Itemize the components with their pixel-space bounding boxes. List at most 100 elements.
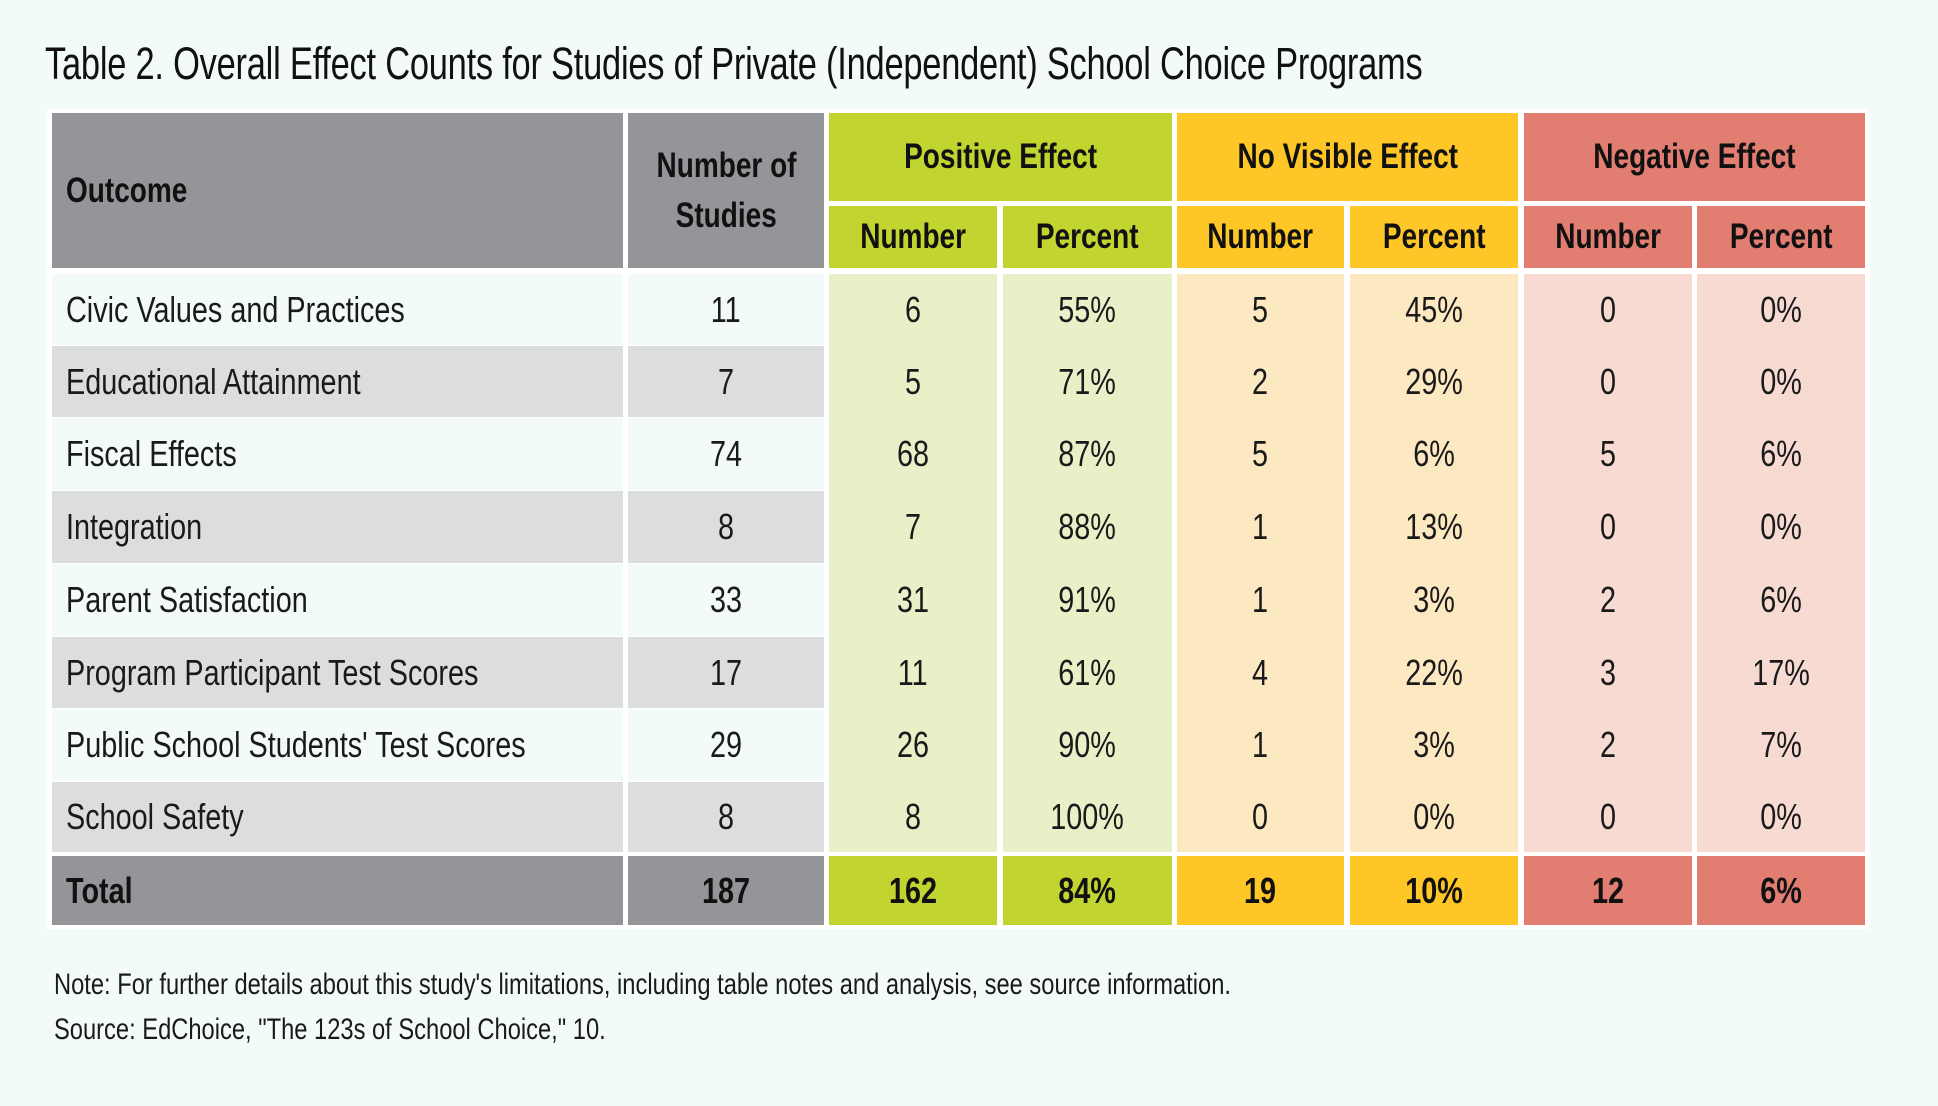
total-pos-n-text: 162 [888, 869, 938, 911]
row-5-studies-text: 33 [709, 579, 743, 620]
row-2-neg-p-text: 0% [1760, 360, 1802, 402]
row-7-pos-n: 26 [829, 708, 997, 782]
row-8-studies: 8 [628, 782, 824, 852]
header-positive-effect-number-text: Number [860, 217, 966, 256]
header-number-of-studies: Number of Studies [628, 113, 824, 268]
header-no-visible-effect-percent-text: Percent [1382, 217, 1486, 256]
row-4-outcome: Integration [52, 491, 623, 563]
row-5-neg-n-text: 2 [1599, 579, 1617, 620]
total-none-p-text: 10% [1405, 869, 1463, 911]
row-6-outcome-text: Program Participant Test Scores [66, 651, 479, 693]
row-6-pos-p-text: 61% [1058, 651, 1117, 693]
row-3-none-n-text: 5 [1252, 433, 1269, 474]
row-1-outcome-text: Civic Values and Practices [66, 288, 405, 330]
total-none-n: 19 [1177, 856, 1344, 925]
row-5-pos-n: 31 [829, 563, 997, 637]
row-4-neg-p: 0% [1697, 490, 1865, 564]
row-6-pos-n: 11 [829, 636, 997, 709]
row-4-pos-n-text: 7 [904, 506, 922, 547]
row-6-none-p: 22% [1350, 636, 1518, 709]
row-7-outcome-text: Public School Students' Test Scores [66, 724, 526, 765]
total-pos-p: 84% [1003, 856, 1172, 925]
header-positive-effect-text: Positive Effect [904, 137, 1097, 176]
row-7-studies-text: 29 [709, 724, 743, 765]
total-neg-p: 6% [1697, 856, 1865, 925]
row-4-none-n: 1 [1177, 490, 1344, 564]
total-none-n-text: 19 [1244, 869, 1277, 911]
header-outcome-text: Outcome [66, 170, 188, 210]
row-1-pos-p-text: 55% [1058, 289, 1117, 330]
row-1-neg-n-text: 0 [1599, 289, 1617, 330]
effect-counts-table: Outcome Number of Studies Positive Effect Nu… [47, 109, 1870, 929]
row-8-pos-p: 100% [1003, 781, 1172, 852]
row-5-studies: 33 [628, 564, 824, 636]
row-4-neg-n: 0 [1524, 490, 1692, 564]
row-6-pos-p: 61% [1003, 636, 1172, 709]
row-6-studies: 17 [628, 637, 824, 708]
row-7-none-n-text: 1 [1252, 724, 1269, 765]
row-6-pos-n-text: 11 [898, 651, 928, 693]
row-8-none-p: 0% [1350, 781, 1518, 852]
row-4-pos-n: 7 [829, 490, 997, 564]
row-7-outcome: Public School Students' Test Scores [52, 709, 623, 781]
row-2-pos-p-text: 71% [1058, 360, 1117, 402]
row-5-outcome-text: Parent Satisfaction [66, 579, 308, 620]
header-negative-effect: Negative Effect [1524, 113, 1865, 201]
header-negative-effect-percent: Percent [1697, 206, 1865, 268]
row-4-studies-text: 8 [717, 506, 735, 547]
row-8-pos-n: 8 [829, 781, 997, 852]
row-8-neg-p: 0% [1697, 781, 1865, 852]
header-negative-effect-number-text: Number [1555, 217, 1661, 256]
row-1-neg-p-text: 0% [1760, 289, 1802, 330]
row-2-none-n-text: 2 [1252, 360, 1269, 402]
row-1-neg-n: 0 [1524, 274, 1692, 346]
total-outcome-text: Total [66, 869, 133, 911]
header-no-visible-effect: No Visible Effect [1177, 113, 1518, 201]
row-3-neg-n-text: 5 [1599, 433, 1617, 474]
row-3-neg-p-text: 6% [1760, 433, 1802, 474]
row-5-neg-n: 2 [1524, 563, 1692, 637]
row-4-neg-p-text: 0% [1760, 506, 1802, 547]
row-8-none-p-text: 0% [1413, 795, 1455, 837]
row-5-pos-n-text: 31 [896, 579, 930, 620]
row-5-none-n: 1 [1177, 563, 1344, 637]
row-3-none-p: 6% [1350, 417, 1518, 491]
row-6-neg-p-text: 17% [1752, 651, 1810, 693]
row-8-pos-p-text: 100% [1050, 795, 1125, 837]
row-4-studies: 8 [628, 491, 824, 563]
total-neg-n-text: 12 [1591, 869, 1625, 911]
note-text: Note: For further details about this stu… [54, 968, 1231, 1001]
row-8-outcome-text: School Safety [66, 796, 244, 837]
row-6-studies-text: 17 [709, 651, 743, 693]
header-positive-effect: Positive Effect [829, 113, 1172, 201]
row-2-studies-text: 7 [717, 360, 735, 402]
source-text: Source: EdChoice, "The 123s of School Ch… [54, 1013, 606, 1046]
row-3-outcome-text: Fiscal Effects [66, 433, 237, 474]
total-neg-p-text: 6% [1760, 869, 1802, 911]
row-7-pos-p-text: 90% [1058, 724, 1117, 765]
row-3-pos-p-text: 87% [1058, 433, 1117, 474]
row-4-pos-p-text: 88% [1058, 506, 1117, 547]
row-7-neg-n: 2 [1524, 708, 1692, 782]
header-no-visible-effect-percent: Percent [1350, 206, 1518, 268]
row-6-none-p-text: 22% [1405, 651, 1463, 693]
row-3-pos-n: 68 [829, 417, 997, 491]
row-3-neg-n: 5 [1524, 417, 1692, 491]
header-positive-effect-percent-text: Percent [1036, 217, 1139, 256]
row-2-none-n: 2 [1177, 345, 1344, 418]
row-6-none-n-text: 4 [1252, 651, 1269, 693]
row-5-outcome: Parent Satisfaction [52, 564, 623, 636]
row-5-none-n-text: 1 [1252, 579, 1269, 620]
header-no-visible-effect-text: No Visible Effect [1237, 137, 1458, 176]
row-8-outcome: School Safety [52, 782, 623, 852]
header-studies-line2: Studies [675, 195, 777, 235]
row-2-pos-n-text: 5 [904, 360, 922, 402]
row-2-neg-n-text: 0 [1599, 360, 1617, 402]
header-positive-effect-number: Number [829, 206, 997, 268]
row-5-neg-p: 6% [1697, 563, 1865, 637]
table-title: Table 2. Overall Effect Counts for Studi… [45, 38, 1846, 90]
header-outcome: Outcome [52, 113, 623, 268]
row-1-outcome: Civic Values and Practices [52, 274, 623, 345]
row-4-none-n-text: 1 [1252, 506, 1269, 547]
row-3-studies: 74 [628, 418, 824, 490]
